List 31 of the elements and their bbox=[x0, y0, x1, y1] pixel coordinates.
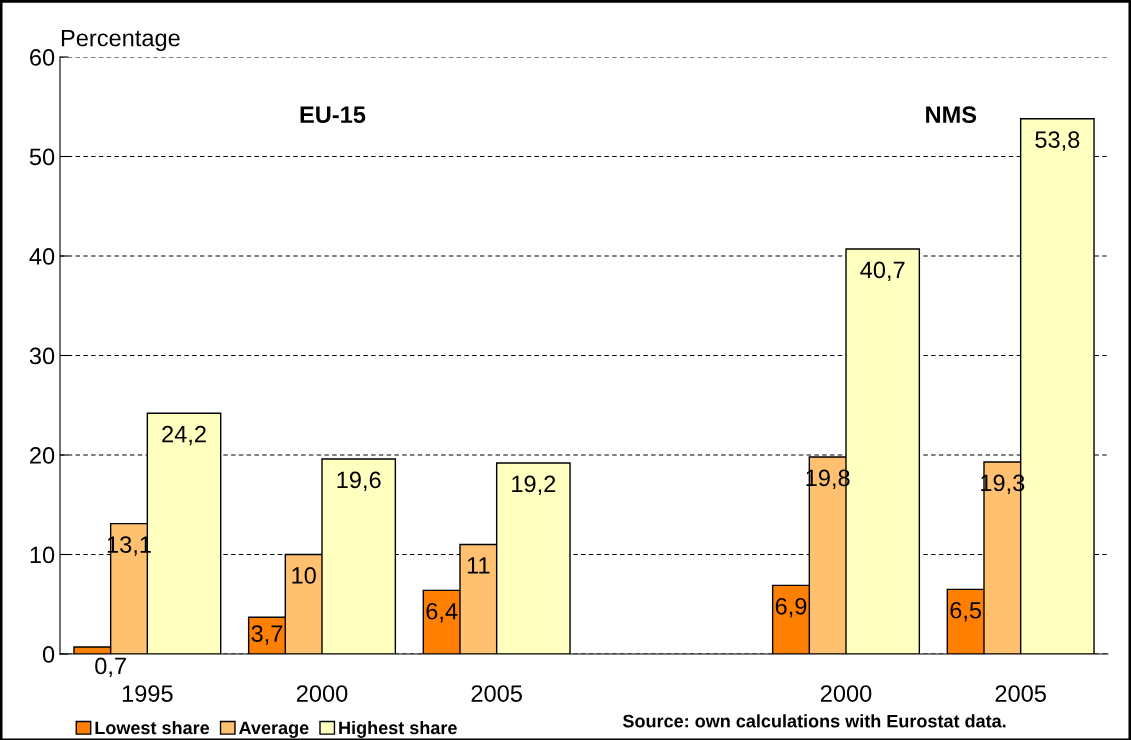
y-tick-label: 50 bbox=[29, 148, 55, 166]
x-tick-label: 1995 bbox=[122, 685, 173, 702]
data-label: 10 bbox=[292, 567, 316, 584]
x-tick-label: 2005 bbox=[471, 685, 522, 702]
data-label: 3,7 bbox=[251, 625, 283, 645]
data-label: 53,8 bbox=[1035, 131, 1080, 151]
data-label: 40,7 bbox=[860, 261, 905, 282]
y-axis-title: Percentage bbox=[61, 29, 180, 52]
data-label: 6,9 bbox=[775, 597, 807, 618]
x-tick-label: 2005 bbox=[995, 685, 1046, 702]
legend-label: Lowest share bbox=[95, 720, 210, 735]
data-label: 6,5 bbox=[950, 601, 982, 622]
y-tick-label: 60 bbox=[30, 49, 55, 66]
x-tick-label: 2000 bbox=[296, 685, 348, 702]
x-tick-label: 2000 bbox=[820, 685, 872, 702]
y-tick-label: 0 bbox=[42, 646, 55, 663]
data-label: 19,2 bbox=[512, 475, 556, 496]
legend-label: Highest share bbox=[339, 720, 457, 738]
data-label: 6,4 bbox=[426, 602, 458, 623]
data-label: 11 bbox=[467, 557, 490, 574]
y-tick-label: 10 bbox=[30, 546, 55, 564]
annotation: NMS bbox=[926, 106, 977, 124]
y-tick-label: 20 bbox=[30, 447, 55, 464]
y-tick-label: 30 bbox=[29, 347, 55, 365]
source-note: Source: own calculations with Eurostat data. bbox=[622, 714, 1006, 728]
y-tick-label: 40 bbox=[29, 248, 55, 265]
annotation: EU-15 bbox=[300, 106, 366, 124]
legend-label: Average bbox=[239, 721, 309, 738]
data-label: 19,6 bbox=[337, 471, 381, 492]
data-label: 0,7 bbox=[95, 657, 126, 678]
data-label: 24,2 bbox=[162, 425, 206, 446]
